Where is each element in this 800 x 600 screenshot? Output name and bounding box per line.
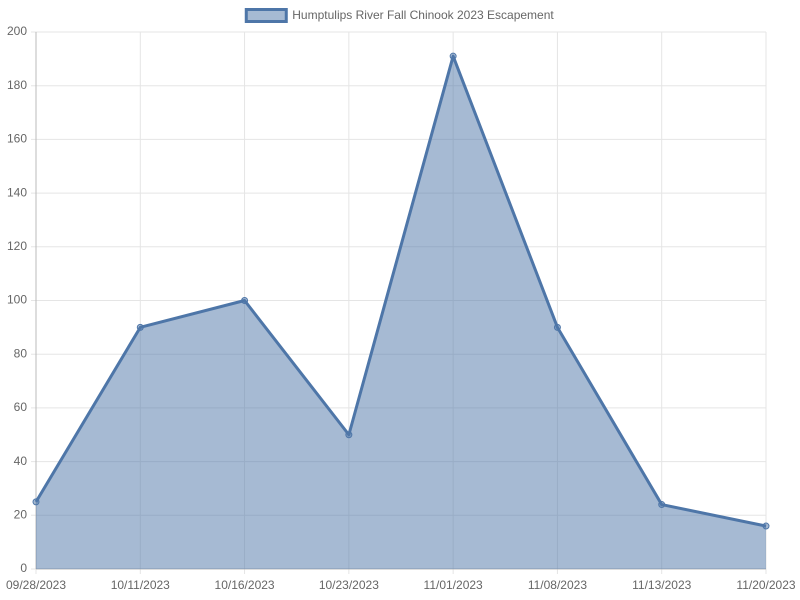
y-tick-label: 140	[7, 185, 27, 199]
legend-label: Humptulips River Fall Chinook 2023 Escap…	[292, 8, 554, 22]
data-point	[136, 323, 144, 331]
y-tick-label: 180	[7, 78, 27, 92]
y-tick-label: 60	[14, 400, 28, 414]
x-tick-label: 10/11/2023	[111, 578, 170, 592]
data-point	[553, 323, 561, 331]
x-tick-label: 11/08/2023	[528, 578, 587, 592]
x-tick-label: 10/23/2023	[319, 578, 379, 592]
area-fill	[36, 56, 766, 570]
x-tick-label: 11/01/2023	[424, 578, 483, 592]
data-point	[241, 297, 249, 304]
x-tick-label: 09/28/2023	[6, 578, 66, 592]
y-tick-label: 20	[14, 507, 28, 521]
x-tick-label: 11/13/2023	[632, 578, 691, 592]
y-tick-label: 0	[20, 561, 27, 575]
data-point	[658, 501, 666, 509]
y-tick-label: 160	[7, 132, 27, 146]
y-tick-label: 80	[14, 346, 28, 360]
data-point	[762, 522, 770, 530]
y-tick-label: 100	[7, 293, 27, 307]
legend-swatch	[244, 8, 288, 23]
series-line	[34, 54, 767, 528]
data-point	[345, 431, 353, 439]
data-point	[449, 52, 457, 60]
x-tick-label: 11/20/2023	[736, 578, 795, 592]
y-tick-label: 120	[7, 239, 27, 253]
y-tick-label: 200	[7, 24, 27, 38]
y-tick-label: 40	[14, 454, 28, 468]
data-point	[32, 498, 40, 506]
x-tick-label: 10/16/2023	[215, 578, 275, 592]
